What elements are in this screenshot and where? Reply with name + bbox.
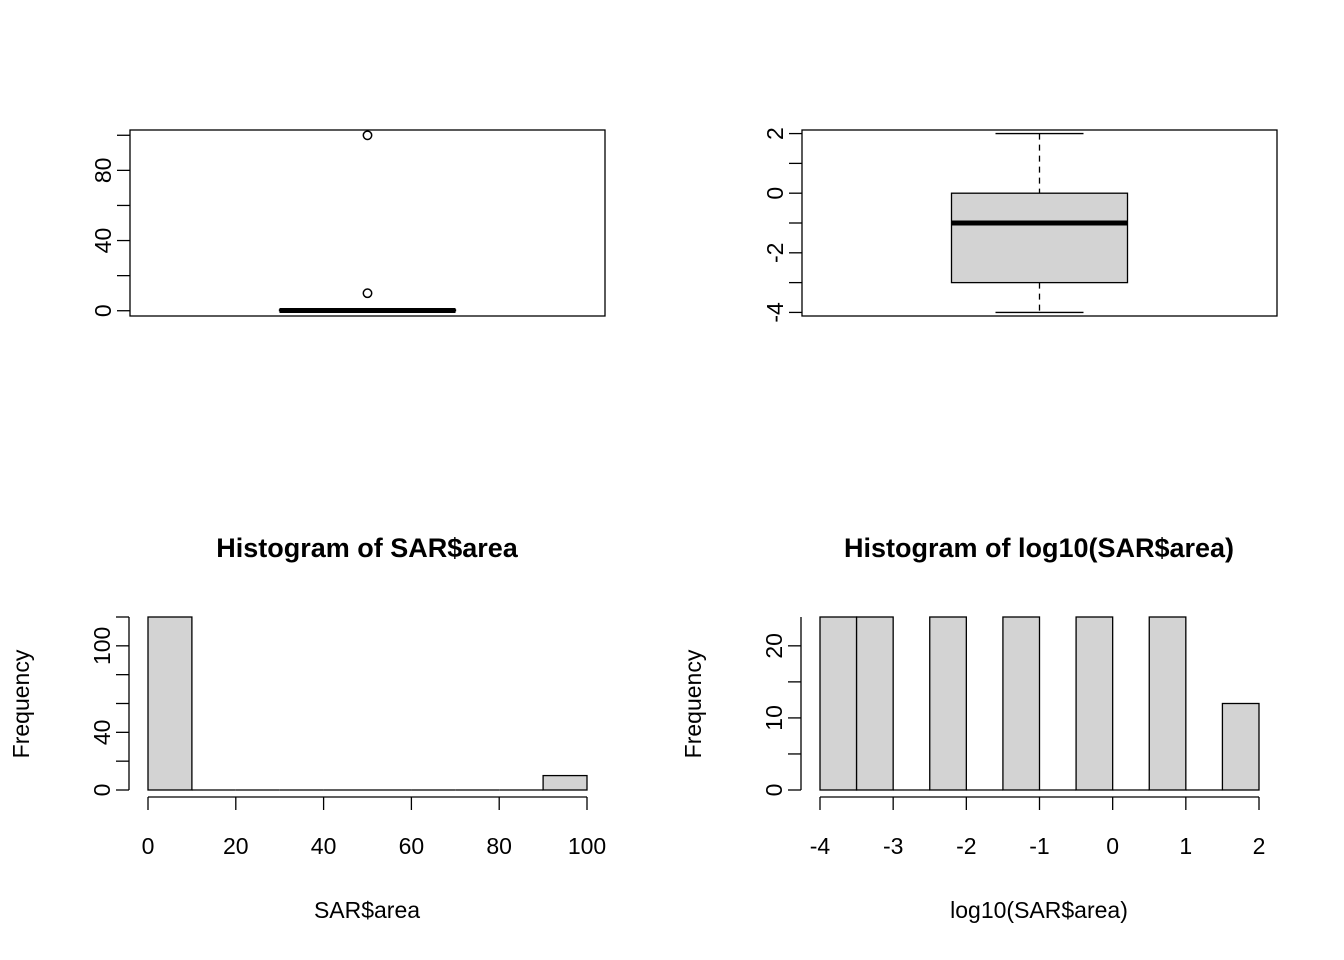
y-tick-label: 10 — [761, 705, 787, 731]
y-tick-label: 0 — [761, 784, 787, 797]
x-tick-label: 1 — [1179, 833, 1192, 859]
x-tick-label: 100 — [568, 833, 606, 859]
y-tick-label: -2 — [762, 243, 788, 263]
x-axis-label: log10(SAR$area) — [950, 897, 1128, 923]
x-tick-label: 80 — [486, 833, 512, 859]
y-tick-label: 0 — [762, 187, 788, 200]
histogram-bar — [819, 616, 858, 791]
histogram-bar — [1221, 702, 1260, 791]
chart-title: Histogram of SAR$area — [216, 533, 519, 563]
x-tick-label: 20 — [223, 833, 249, 859]
histogram-bar — [542, 774, 588, 791]
x-tick-label: -1 — [1029, 833, 1049, 859]
plot-frame — [129, 129, 606, 317]
x-tick-label: 0 — [1106, 833, 1119, 859]
histogram-bar — [147, 616, 193, 791]
y-tick-label: 0 — [90, 304, 116, 317]
histogram-log-panel: Histogram of log10(SAR$area) log10(SAR$a… — [680, 533, 1265, 923]
x-tick-label: 40 — [311, 833, 337, 859]
x-axis-label: SAR$area — [314, 897, 420, 923]
boxplot-log-panel: -4 -2 0 2 — [762, 127, 1278, 323]
y-tick-label: 100 — [89, 627, 115, 665]
histogram-raw-panel: Histogram of SAR$area SAR$area Frequency… — [8, 533, 606, 923]
y-tick-label: 2 — [762, 127, 788, 140]
outlier-point — [362, 130, 373, 141]
y-axis-label: Frequency — [680, 649, 706, 758]
histogram-bar — [855, 616, 894, 791]
histogram-bar — [1148, 616, 1187, 791]
histogram-bar — [1002, 616, 1041, 791]
y-tick-label: 40 — [89, 720, 115, 746]
histogram-bar — [1075, 616, 1114, 791]
y-tick-label: 20 — [761, 633, 787, 659]
x-tick-label: -2 — [956, 833, 976, 859]
x-tick-label: 60 — [399, 833, 425, 859]
chart-title: Histogram of log10(SAR$area) — [844, 533, 1234, 563]
x-tick-label: -4 — [810, 833, 831, 859]
y-tick-label: -4 — [762, 302, 788, 323]
boxplot-raw-panel: 0 40 80 — [90, 129, 606, 317]
y-axis-label: Frequency — [8, 649, 34, 758]
x-tick-label: 2 — [1253, 833, 1266, 859]
iqr-box — [950, 192, 1129, 284]
histogram-bar — [929, 616, 967, 791]
x-tick-label: -3 — [883, 833, 903, 859]
y-tick-label: 0 — [89, 784, 115, 797]
outlier-point — [362, 288, 373, 299]
y-tick-label: 80 — [90, 158, 116, 184]
y-tick-label: 40 — [90, 228, 116, 254]
x-tick-label: 0 — [142, 833, 155, 859]
